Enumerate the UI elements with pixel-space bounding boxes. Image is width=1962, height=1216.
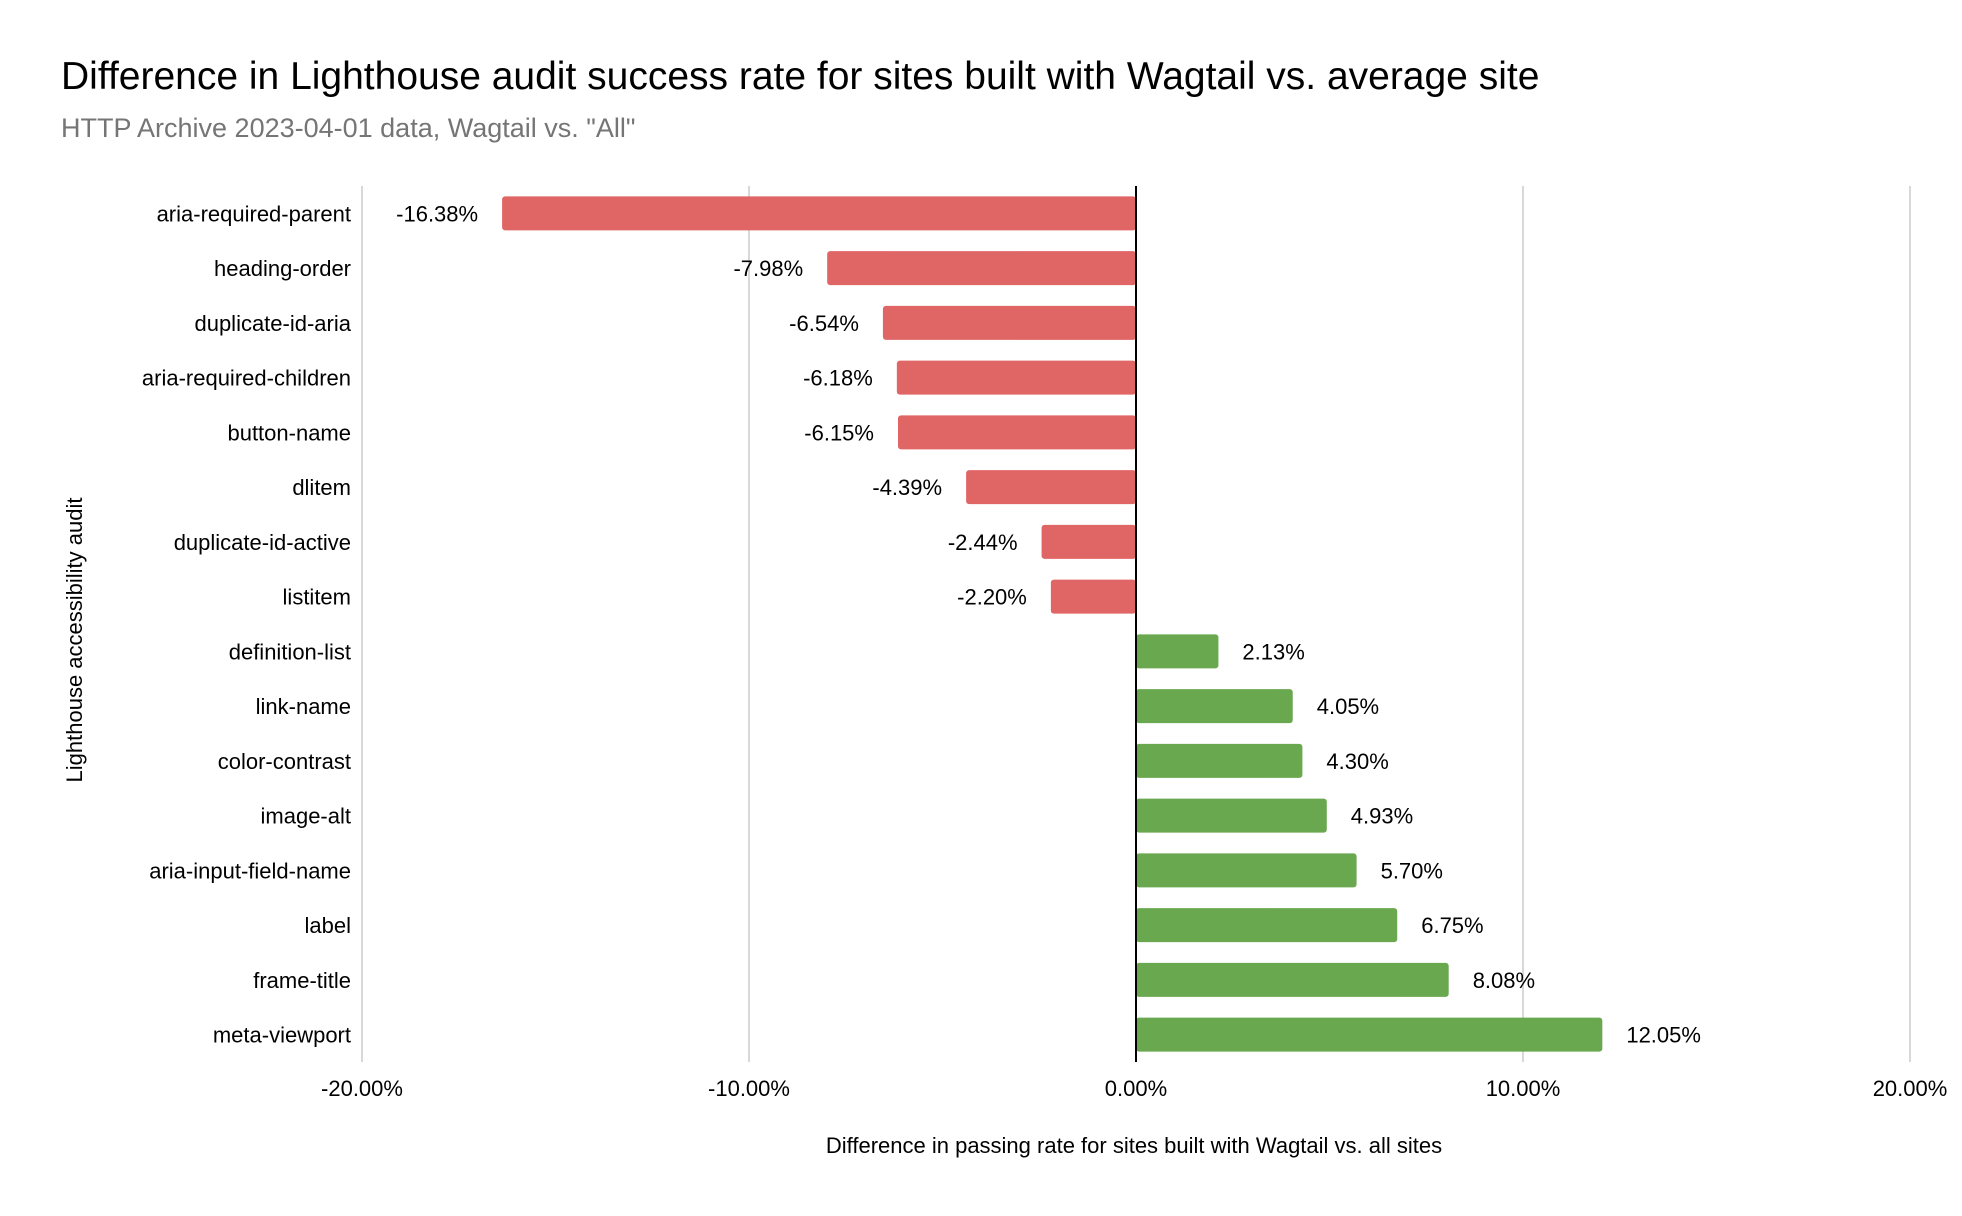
category-label: definition-list bbox=[229, 639, 351, 664]
bars bbox=[502, 196, 1603, 1052]
gridlines bbox=[361, 186, 1911, 1062]
x-tick-label: -20.00% bbox=[321, 1076, 403, 1101]
category-label: button-name bbox=[227, 420, 351, 445]
category-label: dlitem bbox=[292, 475, 351, 500]
bar bbox=[1136, 1017, 1603, 1052]
category-label: duplicate-id-active bbox=[174, 530, 351, 555]
x-tick-label: -10.00% bbox=[708, 1076, 790, 1101]
bar bbox=[502, 196, 1136, 231]
category-label: aria-required-children bbox=[142, 366, 351, 391]
bar bbox=[827, 251, 1136, 286]
bar bbox=[1136, 853, 1357, 888]
category-label: label bbox=[305, 913, 351, 938]
category-label: frame-title bbox=[253, 968, 351, 993]
category-label: color-contrast bbox=[218, 749, 351, 774]
data-label: 8.08% bbox=[1473, 968, 1535, 993]
category-label: link-name bbox=[256, 694, 351, 719]
data-label: 5.70% bbox=[1381, 858, 1443, 883]
bar bbox=[1136, 962, 1449, 997]
data-label: -7.98% bbox=[733, 256, 803, 281]
data-label: -2.20% bbox=[957, 585, 1027, 610]
category-label: image-alt bbox=[261, 804, 351, 829]
bar bbox=[1136, 798, 1327, 833]
bar bbox=[897, 415, 1136, 450]
bar bbox=[1136, 634, 1219, 669]
bar bbox=[1136, 689, 1293, 724]
chart-title: Difference in Lighthouse audit success r… bbox=[61, 55, 1540, 98]
category-label: duplicate-id-aria bbox=[194, 311, 351, 336]
bar bbox=[1041, 524, 1136, 559]
data-label: 4.93% bbox=[1351, 804, 1413, 829]
category-labels: aria-required-parent heading-order duplica… bbox=[142, 201, 352, 1047]
data-label: 2.13% bbox=[1242, 639, 1304, 664]
data-label: 12.05% bbox=[1626, 1023, 1701, 1048]
x-tick-label: 0.00% bbox=[1105, 1076, 1167, 1101]
data-label: -4.39% bbox=[872, 475, 942, 500]
data-label: -6.15% bbox=[804, 420, 874, 445]
bar bbox=[882, 305, 1136, 340]
x-tick-label: 20.00% bbox=[1873, 1076, 1948, 1101]
data-label: 4.30% bbox=[1326, 749, 1388, 774]
x-tick-labels: -20.00% -10.00% 0.00% 10.00% 20.00% bbox=[321, 1076, 1947, 1101]
data-label: 6.75% bbox=[1421, 913, 1483, 938]
chart-subtitle: HTTP Archive 2023-04-01 data, Wagtail vs… bbox=[61, 113, 636, 143]
bar bbox=[1136, 908, 1398, 943]
data-label: -6.54% bbox=[789, 311, 859, 336]
bar bbox=[1050, 579, 1136, 614]
category-label: listitem bbox=[283, 585, 351, 610]
data-label: -16.38% bbox=[396, 201, 478, 226]
category-label: heading-order bbox=[214, 256, 351, 281]
x-tick-label: 10.00% bbox=[1486, 1076, 1561, 1101]
bar bbox=[1136, 743, 1303, 778]
category-label: aria-input-field-name bbox=[149, 858, 351, 883]
category-label: meta-viewport bbox=[213, 1023, 351, 1048]
data-label: -2.44% bbox=[948, 530, 1018, 555]
category-label: aria-required-parent bbox=[157, 201, 351, 226]
y-axis-title: Lighthouse accessibility audit bbox=[62, 498, 87, 783]
data-label: 4.05% bbox=[1317, 694, 1379, 719]
bar bbox=[966, 470, 1136, 505]
data-label: -6.18% bbox=[803, 366, 873, 391]
x-axis-title: Difference in passing rate for sites bui… bbox=[826, 1133, 1442, 1158]
data-labels: -16.38% -7.98% -6.54% -6.18% -6.15% -4.39% -2.… bbox=[396, 201, 1701, 1047]
bar bbox=[896, 360, 1136, 395]
